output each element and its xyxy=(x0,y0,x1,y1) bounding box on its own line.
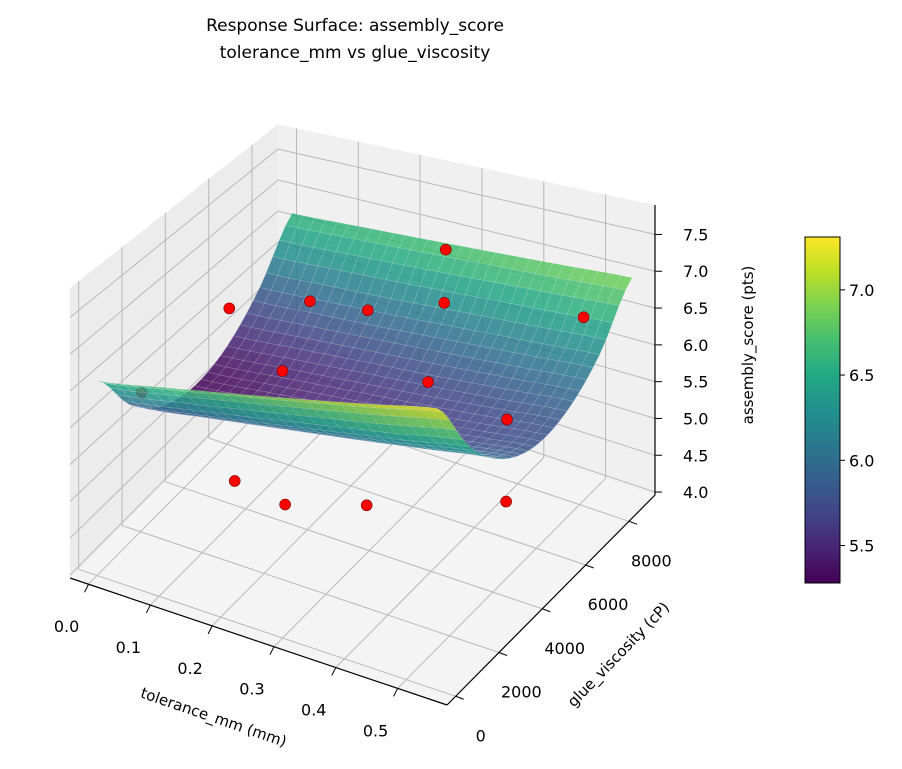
x-tick-label: 0.5 xyxy=(363,721,388,740)
grid-line-x xyxy=(211,415,421,627)
chart-title-line-2: tolerance_mm vs glue_viscosity xyxy=(220,43,491,63)
colorbar-tick-label: 6.5 xyxy=(849,366,874,385)
data-point xyxy=(223,302,236,315)
grid-line-x xyxy=(335,457,545,668)
z-tick-label: 6.0 xyxy=(683,336,708,355)
colorbar-tick-label: 7.0 xyxy=(849,281,874,300)
z-tick-label: 7.0 xyxy=(683,262,708,281)
y-tick-label: 6000 xyxy=(588,595,629,614)
data-point xyxy=(228,475,241,487)
colorbar-tick-label: 5.5 xyxy=(849,537,874,556)
x-tick xyxy=(331,667,337,676)
data-point xyxy=(440,243,452,256)
data-point xyxy=(500,495,512,508)
y-tick-label: 8000 xyxy=(631,551,672,570)
grid-line-z xyxy=(69,241,279,429)
surface-face xyxy=(497,454,516,459)
x-tick xyxy=(145,604,151,614)
x-axis-line xyxy=(69,577,448,706)
y-tick xyxy=(455,695,464,700)
x-tick-label: 0.3 xyxy=(239,680,264,699)
surface-face xyxy=(451,437,471,448)
plot-area xyxy=(97,212,633,512)
surface-face xyxy=(587,337,607,355)
y-tick xyxy=(585,564,594,569)
data-point xyxy=(276,365,289,377)
x-tick-label: 0.1 xyxy=(116,638,141,657)
surface-face xyxy=(613,275,633,291)
z-tick-label: 4.5 xyxy=(683,446,708,465)
surface-face xyxy=(490,456,509,460)
data-point xyxy=(438,297,451,309)
surface-face xyxy=(509,448,529,455)
z-tick-label: 5.5 xyxy=(683,373,708,392)
y-tick-label: 0 xyxy=(476,726,486,745)
z-tick-label: 7.5 xyxy=(683,225,708,244)
y-tick xyxy=(498,652,508,656)
surface-face xyxy=(574,364,594,380)
grid-line-z xyxy=(277,179,656,272)
grid-line-y xyxy=(121,525,500,653)
z-tick-label: 6.5 xyxy=(683,299,708,318)
colorbar-tick-label: 6.0 xyxy=(849,451,874,470)
data-point xyxy=(360,499,373,512)
surface-face xyxy=(477,455,496,459)
chart-title-line-1: Response Surface: assembly_score xyxy=(206,16,504,36)
data-point xyxy=(422,376,434,388)
colorbar-gradient xyxy=(804,236,841,584)
y-axis-line xyxy=(446,494,656,706)
surface-face xyxy=(594,320,613,340)
x-tick-label: 0.0 xyxy=(54,617,79,636)
x-tick xyxy=(269,646,275,655)
tick-labels: 0.0 0.1 0.2 0.3 0.4 0.5 0 2000 4000 6000 8000 4.0 4.… xyxy=(54,225,709,745)
axis-lines xyxy=(69,205,662,706)
data-point xyxy=(361,304,374,317)
surface-face xyxy=(425,406,444,413)
z-tick-label: 5.0 xyxy=(683,409,708,428)
x-tick-label: 0.4 xyxy=(301,701,326,720)
data-point xyxy=(279,498,291,511)
y-tick-label: 4000 xyxy=(544,639,585,658)
z-tick-label: 4.0 xyxy=(683,483,708,502)
grid-line-z xyxy=(69,148,279,318)
data-point xyxy=(304,295,316,308)
y-tick xyxy=(628,520,638,525)
grid-line-z xyxy=(277,148,656,235)
colorbar: 5.5 6.0 6.5 7.0 xyxy=(804,236,874,584)
grid-line-z xyxy=(69,210,279,392)
data-point xyxy=(577,311,590,324)
y-tick-label: 2000 xyxy=(501,683,542,702)
z-axis-label: assembly_score (pts) xyxy=(739,266,758,425)
grid-line-z xyxy=(69,272,279,465)
grid-line-y xyxy=(208,437,586,566)
grid-line-y xyxy=(165,481,543,610)
grid-line-y xyxy=(78,568,456,697)
x-tick xyxy=(84,584,89,593)
data-point xyxy=(501,413,513,426)
x-tick xyxy=(393,688,399,697)
grid-line-x xyxy=(397,477,606,689)
x-axis-label: tolerance_mm (mm) xyxy=(138,684,289,752)
x-tick xyxy=(207,625,213,635)
x-tick-label: 0.2 xyxy=(177,659,202,678)
grid-line-x xyxy=(273,436,483,648)
y-tick xyxy=(542,608,551,613)
surface-face xyxy=(568,377,587,392)
grid-line-z xyxy=(69,179,279,355)
